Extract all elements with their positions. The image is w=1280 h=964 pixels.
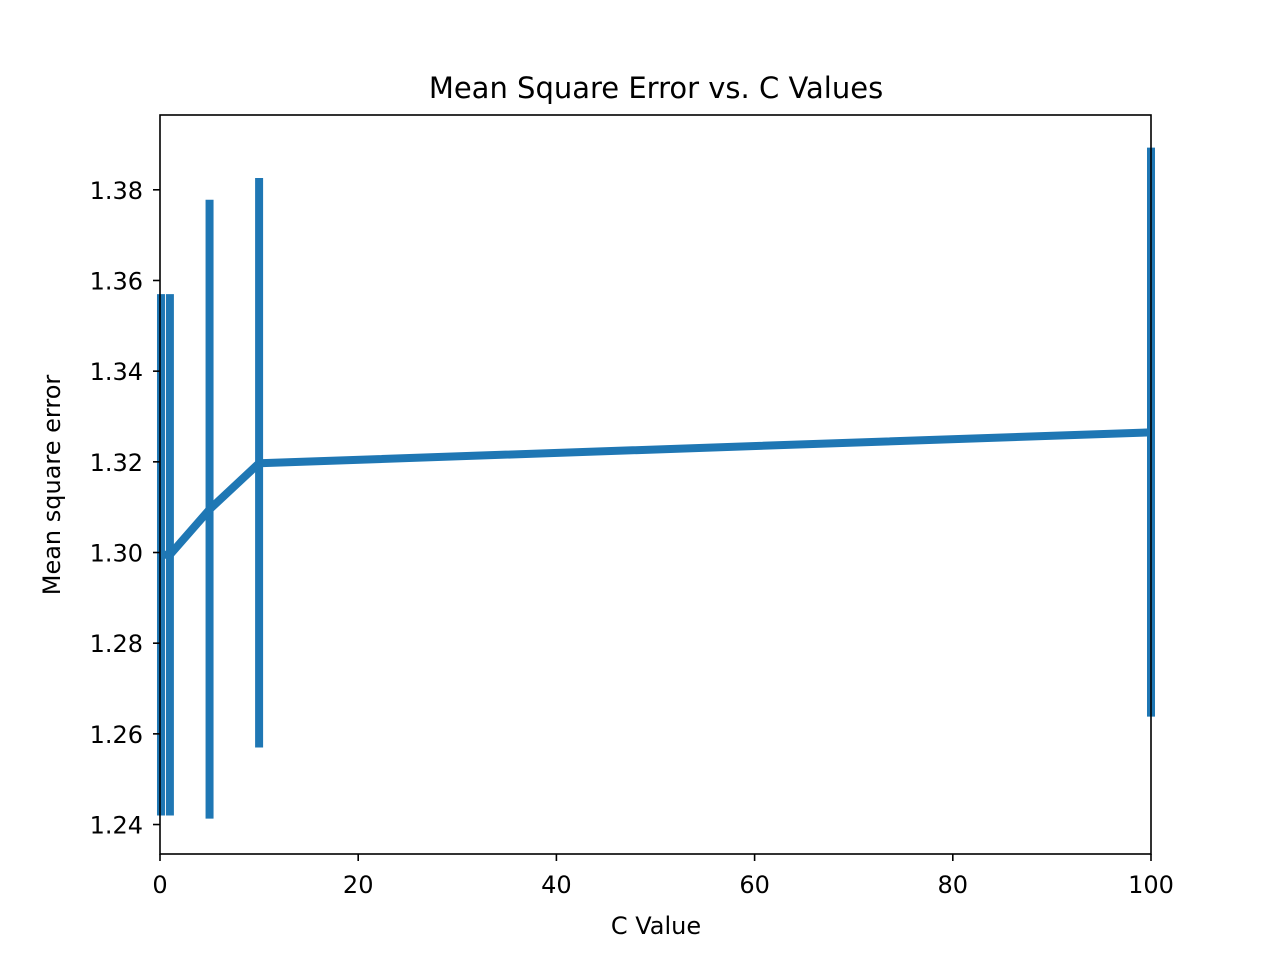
y-tick-label: 1.36: [90, 267, 143, 295]
x-tick-label: 40: [541, 871, 572, 899]
x-tick-label: 100: [1128, 871, 1174, 899]
y-tick-label: 1.28: [90, 630, 143, 658]
plot-frame: [159, 114, 1152, 855]
y-tick-label: 1.26: [90, 721, 143, 749]
x-axis-ticks: 0 20 40 60 80 100: [152, 854, 1174, 899]
chart-title: Mean Square Error vs. C Values: [429, 71, 883, 105]
series-line: [160, 428, 1152, 559]
y-tick-label: 1.34: [90, 358, 143, 386]
y-tick-label: 1.24: [90, 812, 143, 840]
x-tick-label: 60: [739, 871, 770, 899]
y-tick-label: 1.32: [90, 449, 143, 477]
y-axis-ticks: 1.24 1.26 1.28 1.30 1.32 1.34 1.36 1.38: [90, 177, 160, 840]
x-tick-label: 0: [152, 871, 167, 899]
y-axis-label: Mean square error: [38, 375, 66, 596]
x-tick-label: 80: [938, 871, 969, 899]
y-tick-label: 1.38: [90, 177, 143, 205]
x-tick-label: 20: [343, 871, 374, 899]
y-tick-label: 1.30: [90, 540, 143, 568]
x-axis-label: C Value: [611, 912, 701, 940]
